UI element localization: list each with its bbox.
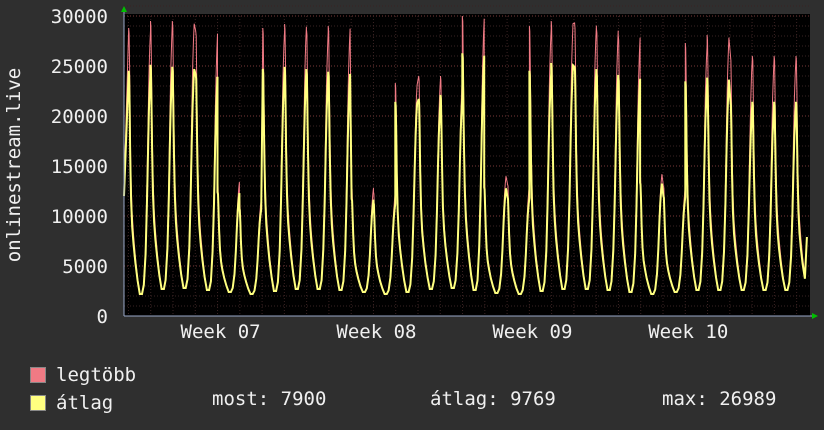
legend-swatch-max [30,367,46,383]
legend: legtöbb átlag [30,361,136,417]
stat-average: átlag: 9769 [430,388,556,410]
x-tick-label: Week 09 [492,321,572,343]
x-tick-label: Week 10 [648,321,728,343]
legend-label-max: legtöbb [56,364,137,386]
legend-item-max: legtöbb [30,361,136,389]
x-tick-label: Week 07 [181,321,261,343]
legend-label-avg: átlag [56,392,114,414]
x-axis-ticks: Week 07 Week 08 Week 09 Week 10 [181,321,729,343]
y-axis-ticks: 0 5000 10000 15000 20000 25000 30000 [51,6,108,328]
y-tick-label: 0 [97,306,108,328]
series-avg-line [123,53,808,295]
grid [124,5,810,316]
stat-maximum: max: 26989 [662,388,777,410]
y-tick-label: 30000 [51,6,108,28]
y-tick-label: 5000 [62,256,108,278]
y-tick-label: 15000 [51,156,108,178]
stat-current: most: 7900 [212,388,327,410]
legend-item-avg: átlag [30,389,136,417]
x-axis-arrow [812,313,818,319]
y-axis-label: onlinestream.live [3,68,25,262]
y-tick-label: 10000 [51,206,108,228]
x-tick-label: Week 08 [336,321,416,343]
legend-swatch-avg [30,395,46,411]
y-axis-arrow [121,6,127,12]
y-tick-label: 25000 [51,56,108,78]
y-tick-label: 20000 [51,106,108,128]
